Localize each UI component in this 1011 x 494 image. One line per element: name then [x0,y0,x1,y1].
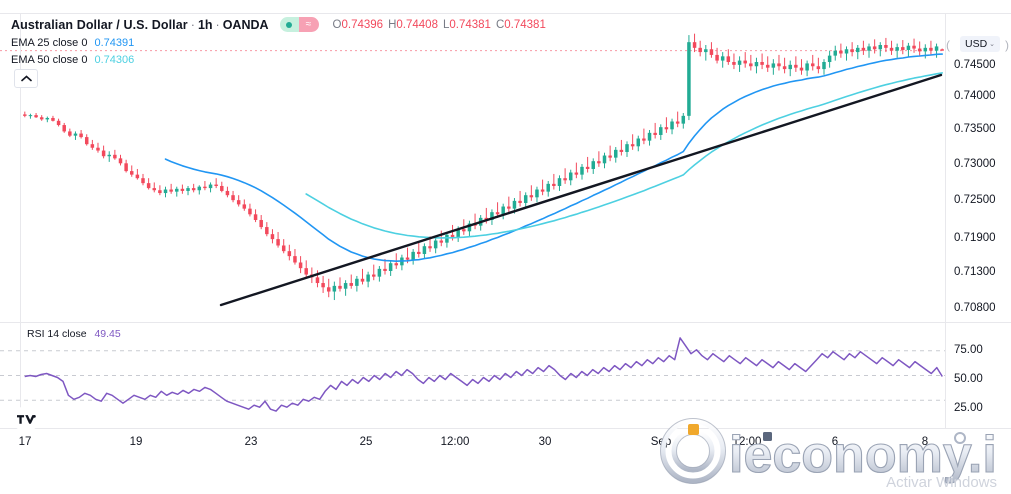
time-axis-label: 12:00 [440,436,470,448]
currency-selector[interactable]: USD ⌄ [960,36,1001,52]
green-dot-icon [279,17,299,32]
rsi-chart-canvas[interactable] [0,323,945,428]
time-axis[interactable]: 17 19 23 25 12:00 30 Sep 12:00 6 8 [0,429,1011,463]
window-top-frame [0,0,1011,14]
chevron-up-icon[interactable] [14,69,38,88]
indicator-ema25[interactable]: EMA 25 close 0 0.74391 [11,37,546,49]
time-axis-label: 12:00 [732,436,762,448]
timeframe-label[interactable]: 1h [197,17,213,32]
time-axis-label: 8 [921,436,929,448]
pane-separator[interactable] [0,322,1011,323]
chart-legend: Australian Dollar / U.S. Dollar · 1h · O… [11,17,546,66]
rsi-axis-label: 50.00 [954,373,983,385]
time-axis-label: 17 [18,436,32,448]
time-axis-label: 23 [244,436,258,448]
price-chart-canvas[interactable] [0,14,945,322]
legend-primary-row: Australian Dollar / U.S. Dollar · 1h · O… [11,17,546,32]
price-axis-label: 0.73000 [954,158,996,170]
symbol-title[interactable]: Australian Dollar / U.S. Dollar [11,17,188,32]
legend-separator-2: · [215,17,220,32]
delayed-data-icon: ≈ [298,17,319,32]
price-pane[interactable] [0,14,945,322]
price-axis-label: 0.70800 [954,302,996,314]
time-axis-label: 19 [129,436,143,448]
currency-label: USD [965,38,988,50]
time-axis-label: 25 [359,436,373,448]
time-axis-label: 30 [538,436,552,448]
price-axis-label: 0.74000 [954,90,996,102]
tradingview-logo-icon[interactable] [13,406,39,432]
indicator-ema50-name: EMA 50 close 0 [11,54,88,66]
rsi-legend-name: RSI 14 close [27,328,87,340]
price-axis-label: 0.71900 [954,232,996,244]
ohlc-high: H0.74408 [388,18,438,31]
ohlc-values: O0.74396 H0.74408 L0.74381 C0.74381 [333,19,546,31]
price-axis-label: 0.73500 [954,123,996,135]
rsi-indicator-legend[interactable]: RSI 14 close 49.45 [27,328,121,340]
rsi-axis-label: 75.00 [954,344,983,356]
chevron-down-icon: ⌄ [989,41,996,48]
ohlc-low: L0.74381 [442,18,491,31]
rsi-legend-value: 49.45 [94,328,121,340]
price-axis-label: 0.72500 [954,194,996,206]
time-axis-line [0,428,1011,429]
price-axis-label: 0.74500 [954,59,996,71]
legend-separator-1: · [190,17,195,32]
pill-paren-right: ) [1005,38,1009,52]
indicator-ema25-name: EMA 25 close 0 [11,37,88,49]
price-axis-line [945,14,946,428]
left-axis-line [20,14,21,428]
price-axis-label: 0.71300 [954,266,996,278]
indicator-ema50[interactable]: EMA 50 close 0 0.74306 [11,54,546,66]
ohlc-close: C0.74381 [495,18,546,31]
rsi-pane[interactable] [0,323,945,428]
pill-paren-left: ( [946,38,950,52]
time-axis-label: 6 [831,436,839,448]
time-axis-label: Sep [650,436,672,448]
indicator-ema50-value: 0.74306 [94,54,135,66]
top-divider [0,13,1011,14]
windows-activation-watermark: Activar Windows [886,474,997,491]
exchange-label[interactable]: OANDA [222,17,269,32]
indicator-ema25-value: 0.74391 [94,37,135,49]
price-axis[interactable]: ( USD ⌄ ) 0.74500 0.74000 0.73500 0.73000 0.… [946,14,1011,428]
rsi-axis-label: 25.00 [954,402,983,414]
ohlc-open: O0.74396 [332,18,384,31]
market-status-badges[interactable]: ≈ [279,17,319,32]
